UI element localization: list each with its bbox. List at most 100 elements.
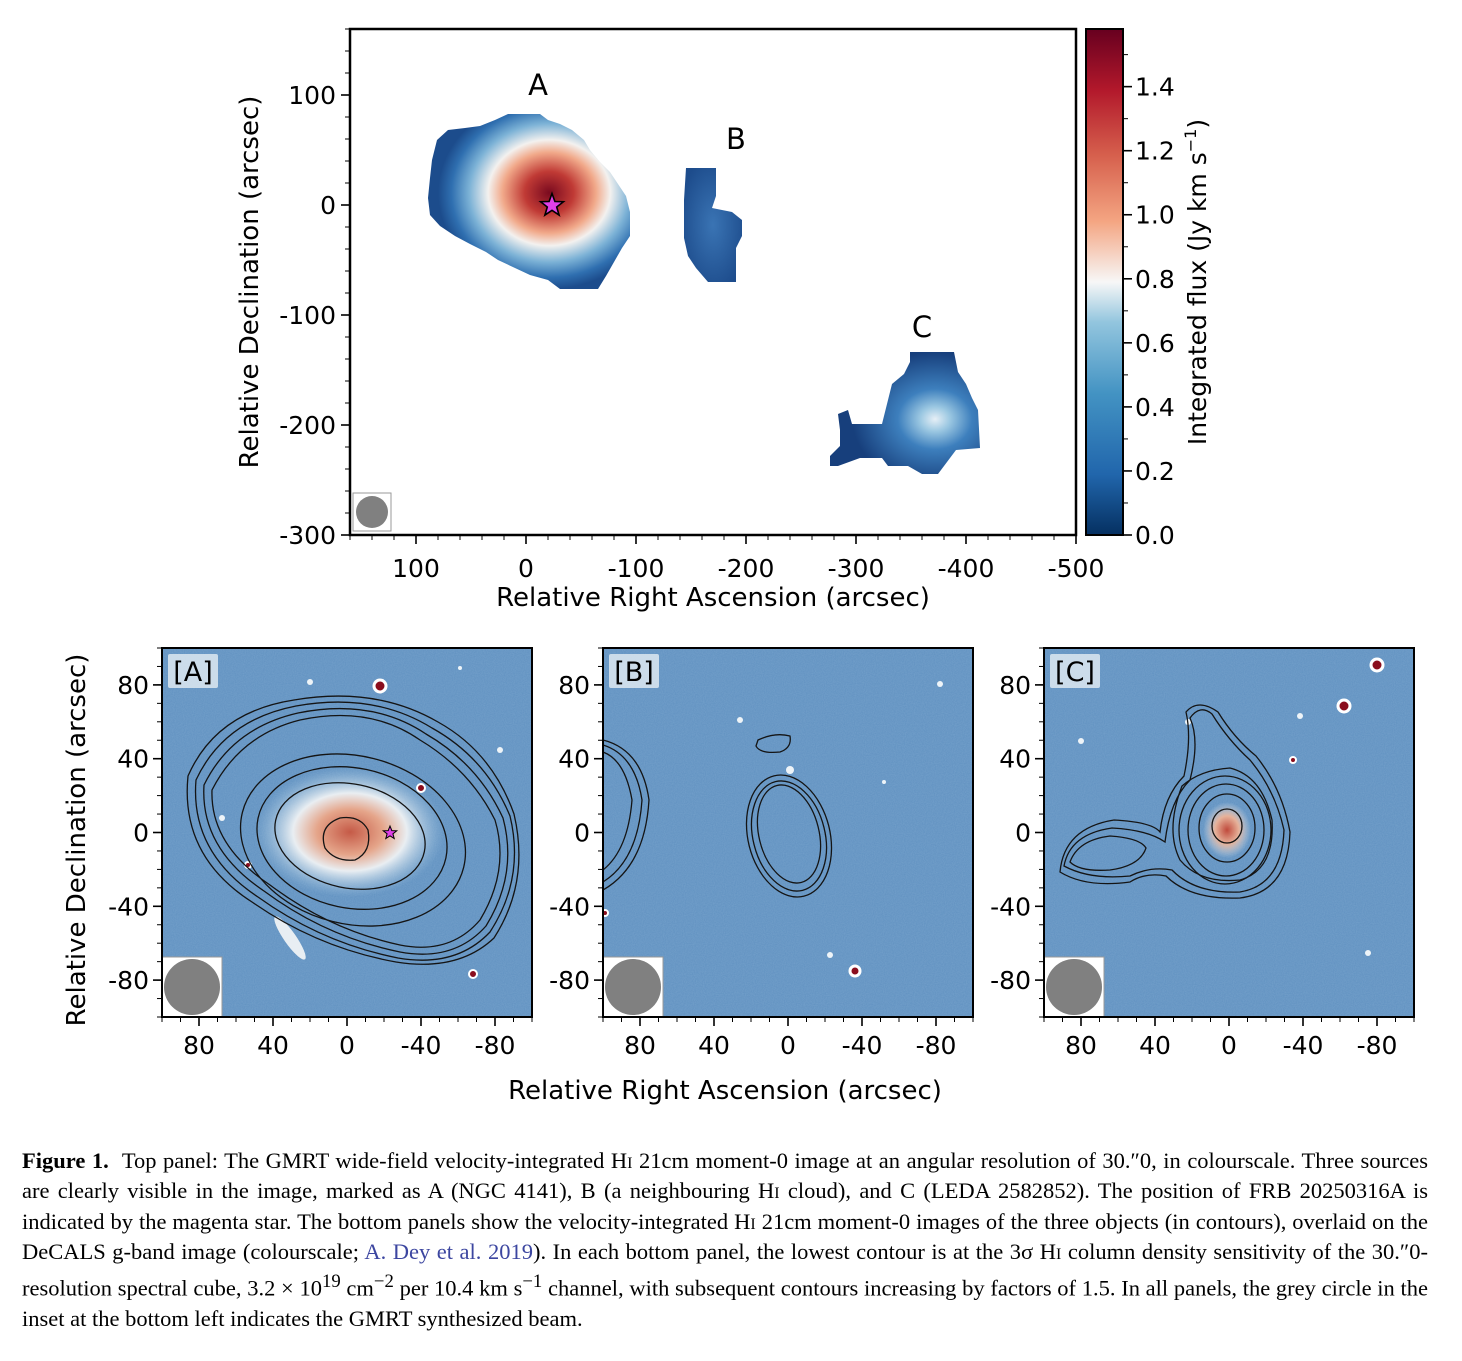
source-c-emission [830, 352, 980, 474]
caption-hi: i [627, 1148, 633, 1173]
caption-text: ). In each bottom panel, the lowest cont… [532, 1238, 1056, 1264]
panel-b-beam [605, 959, 661, 1015]
bottom-xtick-label: 80 [624, 1031, 656, 1060]
caption-hi: i [750, 1208, 756, 1234]
caption-reference-link[interactable]: A. Dey et al. 2019 [364, 1238, 533, 1264]
panel-a-star [497, 747, 503, 753]
colorbar-ticks: 0.0 0.2 0.4 0.6 0.8 1.0 1.2 1.4 [1123, 54, 1175, 550]
bottom-ytick-label: -80 [108, 966, 149, 995]
panel-a-tag: [A] [173, 657, 213, 688]
top-panel: A B C 100 0 -100 -200 -300 -400 -500 100 0 -100 -2… [235, 27, 1212, 613]
panel-c-star [1297, 713, 1303, 719]
top-xtick-label: -200 [718, 554, 775, 583]
panel-b-star [737, 717, 743, 723]
top-ytick-label: 100 [288, 81, 336, 110]
bottom-ytick-label: -40 [108, 892, 149, 921]
caption-superscript: 19 [321, 1271, 341, 1293]
panel-c-contours [1059, 704, 1291, 899]
colorbar-gradient [1085, 28, 1124, 536]
panel-a-star [468, 969, 478, 979]
bottom-ytick-label: -40 [549, 892, 590, 921]
caption-text: per 10.4 km s [393, 1275, 523, 1301]
bottom-axis-ticks: 80 40 0 -40 -80 80 40 0 -40 -80 80 40 0 -40 -80 80 40 0 -4… [108, 647, 1415, 1060]
caption-label: Figure 1. [22, 1148, 109, 1173]
source-label-b: B [726, 122, 746, 156]
bottom-xtick-label: -40 [842, 1031, 883, 1060]
panel-c-star [1336, 698, 1352, 714]
bottom-ytick-label: 40 [117, 745, 149, 774]
panel-b-star [937, 681, 943, 687]
panel-c-tag: [C] [1055, 657, 1095, 688]
bottom-ytick-label: 0 [133, 819, 149, 848]
panel-a-contours [186, 695, 520, 965]
figure: A B C 100 0 -100 -200 -300 -400 -5001000-100-2… [62, 27, 1415, 1106]
caption-text: Top panel: The GMRT wide-field velocity-… [121, 1148, 628, 1173]
panel-a-star [307, 679, 313, 685]
colorbar-tick-label: 0.4 [1135, 393, 1175, 422]
top-xtick-label: -500 [1048, 554, 1105, 583]
caption-hi: i [1055, 1238, 1062, 1264]
bottom-ytick-label: -80 [990, 966, 1031, 995]
panel-a: [A] [161, 647, 533, 1018]
caption-text: 21cm moment-0 images of the three object… [22, 1208, 1428, 1264]
bottom-ytick-label: 40 [999, 745, 1031, 774]
top-xtick-label: -400 [938, 554, 995, 583]
top-xtick-label: -100 [608, 554, 665, 583]
caption-superscript: −1 [522, 1271, 543, 1293]
bottom-xtick-label: 40 [1139, 1031, 1171, 1060]
figure-caption: Figure 1. Top panel: The GMRT wide-field… [22, 1146, 1428, 1334]
source-a-emission [428, 114, 630, 289]
source-label-a: A [528, 68, 548, 102]
panel-a-frb-star [381, 824, 399, 840]
colorbar-tick-label: 1.0 [1135, 201, 1175, 230]
bottom-ytick-label: -80 [549, 966, 590, 995]
top-ytick-label: -300 [279, 521, 336, 550]
panel-c: [C] [1043, 647, 1415, 1018]
bottom-xtick-label: 0 [1221, 1031, 1237, 1060]
top-beam-circle [356, 496, 388, 528]
bottom-ylabel: Relative Declination (arcsec) [62, 654, 92, 1027]
panel-a-star [219, 815, 225, 821]
caption-hi: i [774, 1178, 780, 1204]
panel-b-star [848, 964, 862, 978]
bottom-ytick-label: 40 [558, 745, 590, 774]
panel-b-star [786, 766, 794, 774]
colorbar-tick-label: 1.4 [1135, 73, 1175, 102]
top-xtick-label: 0 [518, 554, 534, 583]
bottom-xtick-label: -80 [916, 1031, 957, 1060]
panel-b-star [882, 780, 886, 784]
top-plot-frame [348, 27, 1078, 537]
bottom-xtick-label: -80 [1357, 1031, 1398, 1060]
caption-text: channel, with subsequent contours increa… [22, 1275, 1428, 1331]
panel-c-tag-box [1050, 654, 1100, 688]
panel-b-noise [603, 648, 973, 1017]
panel-a-galaxy [255, 767, 445, 897]
frb-star-marker [538, 191, 566, 218]
bottom-xtick-label: 80 [183, 1031, 215, 1060]
panel-a-tag-box [168, 654, 218, 688]
panel-a-star [372, 678, 388, 694]
caption-text: cloud), and C (LEDA 2582852). The positi… [22, 1178, 1428, 1234]
panel-c-galaxy [1203, 802, 1251, 858]
colorbar-tick-label: 1.2 [1135, 137, 1175, 166]
bottom-ytick-label: 80 [999, 671, 1031, 700]
panel-b-contours [603, 734, 833, 898]
panel-a-star [458, 666, 462, 670]
bottom-ytick-label: 80 [558, 671, 590, 700]
colorbar-label: Integrated flux (Jy km s−1) [1181, 119, 1212, 445]
bottom-xtick-label: -80 [475, 1031, 516, 1060]
colorbar-tick-label: 0.6 [1135, 329, 1175, 358]
caption-text: 21cm moment-0 image at an angular resolu… [22, 1148, 1428, 1204]
panel-c-star [1289, 756, 1297, 764]
top-xlabel: Relative Right Ascension (arcsec) [496, 583, 930, 613]
caption-text: cm [340, 1275, 374, 1301]
panel-c-star [1078, 738, 1084, 744]
bottom-xtick-label: 0 [780, 1031, 796, 1060]
panel-b: [B] [602, 647, 974, 1018]
bottom-ytick-label: 0 [574, 819, 590, 848]
bottom-xtick-label: 40 [698, 1031, 730, 1060]
panel-c-star [1365, 950, 1371, 956]
bottom-xlabel: Relative Right Ascension (arcsec) [508, 1076, 942, 1106]
caption-superscript: −2 [373, 1271, 394, 1293]
panel-c-star [1369, 657, 1385, 673]
